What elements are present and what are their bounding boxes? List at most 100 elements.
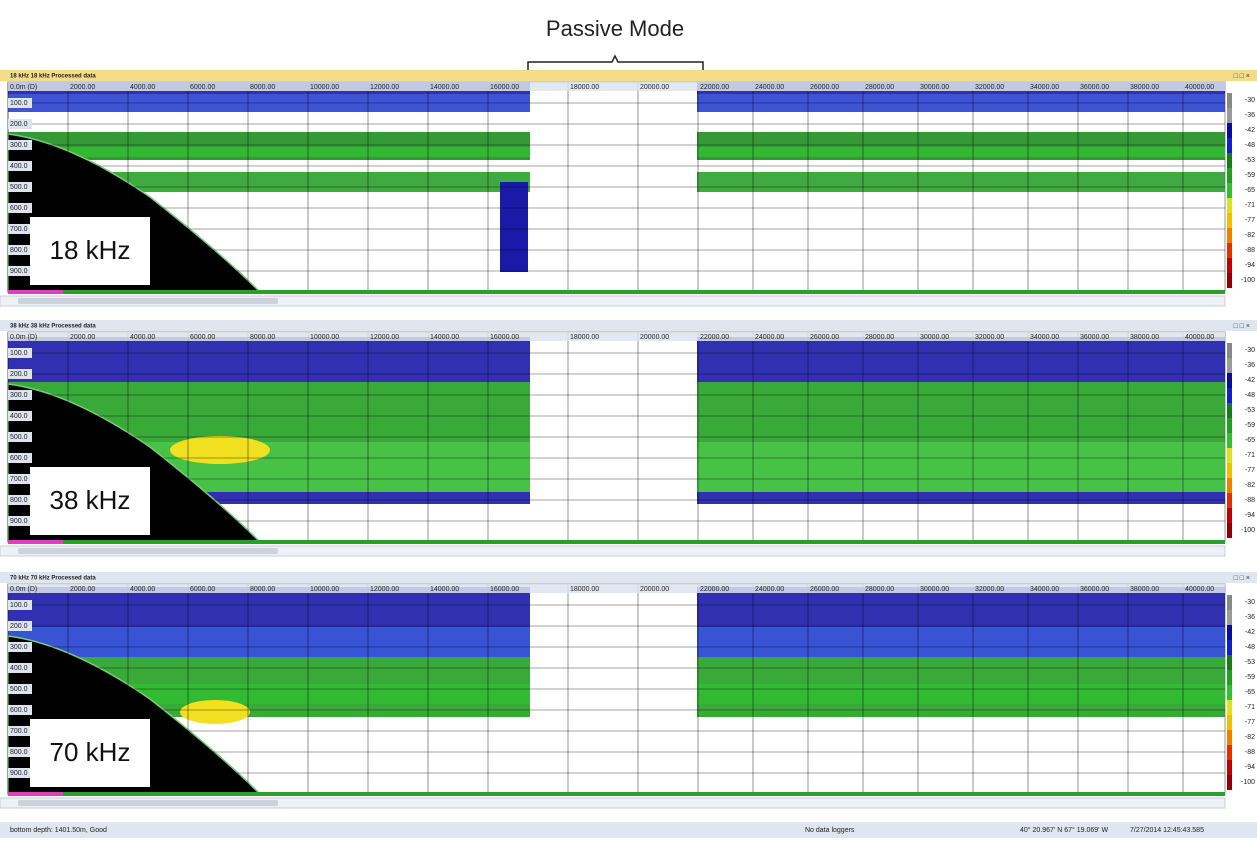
x-tick-label: 2000.00 [70,334,95,341]
x-tick-label: 20000.00 [640,586,669,593]
scale-label: -53 [1245,407,1255,414]
depth-label-bg [8,182,32,192]
scale-label: -59 [1245,172,1255,179]
scale-label: -88 [1245,497,1255,504]
scale-label: -36 [1245,112,1255,119]
scroll-thumb[interactable] [18,800,278,806]
window-buttons: □ □ × [1234,73,1250,80]
scale-label: -94 [1245,262,1255,269]
x-tick-label: 12000.00 [370,84,399,91]
x-tick-label: 30000.00 [920,84,949,91]
depth-label: 600.0 [10,455,28,462]
depth-label-bg [8,411,32,421]
x-tick-label: 4000.00 [130,334,155,341]
scale-swatch [1227,493,1232,508]
x-tick-label: 8000.00 [250,84,275,91]
scale-swatch [1227,745,1232,760]
echo-band [697,442,1225,492]
echo-band [697,492,1225,504]
x-tick-label: 6000.00 [190,334,215,341]
scroll-thumb[interactable] [18,298,278,304]
depth-label: 500.0 [10,434,28,441]
bottom-line-strip [8,540,1225,544]
scale-label: -30 [1245,347,1255,354]
depth-label: 700.0 [10,226,28,233]
bottom-pink [8,290,63,294]
x-tick-label: 28000.00 [865,84,894,91]
x-tick-label: 40000.00 [1185,84,1214,91]
depth-label: 200.0 [10,371,28,378]
depth-label-bg [8,768,32,778]
x-tick-label: 34000.00 [1030,334,1059,341]
scale-swatch [1227,198,1232,213]
x-tick-label: 36000.00 [1080,586,1109,593]
depth-label: 300.0 [10,142,28,149]
depth-label-bg [8,119,32,129]
scale-label: -88 [1245,247,1255,254]
x-tick-label: 30000.00 [920,334,949,341]
depth-label: 400.0 [10,665,28,672]
bottom-line-strip [8,792,1225,796]
x-tick-label: 22000.00 [700,334,729,341]
x-axis-strip [8,82,1225,91]
status-text: 7/27/2014 12:45:43.585 [1130,827,1204,834]
scale-swatch [1227,610,1232,625]
depth-label: 400.0 [10,163,28,170]
depth-label-bg [8,348,32,358]
scale-swatch [1227,775,1232,790]
scale-label: -65 [1245,689,1255,696]
scale-swatch [1227,358,1232,373]
x-tick-label: 20000.00 [640,334,669,341]
x-tick-label: 16000.00 [490,334,519,341]
x-tick-label: 26000.00 [810,586,839,593]
scale-label: -100 [1241,277,1255,284]
scale-swatch [1227,670,1232,685]
scrollbar [0,295,1226,307]
x-axis-strip [8,584,1225,593]
x-tick-label: 8000.00 [250,586,275,593]
depth-label: 400.0 [10,413,28,420]
passive-gap [530,91,697,292]
scale-label: -77 [1245,467,1255,474]
x-tick-label: 6000.00 [190,84,215,91]
scale-swatch [1227,448,1232,463]
scale-swatch [1227,508,1232,523]
x-tick-label: 14000.00 [430,84,459,91]
scale-swatch [1227,108,1232,123]
x-tick-label: 34000.00 [1030,586,1059,593]
scale-label: -77 [1245,719,1255,726]
depth-label-bg [8,747,32,757]
x-tick-label: 12000.00 [370,586,399,593]
scale-label: -42 [1245,629,1255,636]
scale-label: -65 [1245,437,1255,444]
echo-hotspot [180,700,250,724]
depth-label: 700.0 [10,728,28,735]
scale-swatch [1227,243,1232,258]
title-bar [0,572,1257,583]
scrollbar [0,797,1226,809]
x-axis-strip [8,332,1225,341]
x-tick-label: 22000.00 [700,586,729,593]
scale-swatch [1227,373,1232,388]
scale-label: -100 [1241,779,1255,786]
scale-swatch [1227,463,1232,478]
title-bar [0,70,1257,81]
depth-label-bg [8,140,32,150]
x-tick-label: 34000.00 [1030,84,1059,91]
depth-label: 800.0 [10,247,28,254]
depth-label: 900.0 [10,770,28,777]
x-tick-label: 0.0m (D) [10,84,37,91]
x-tick-label: 24000.00 [755,586,784,593]
panel-title: 18 kHz 18 kHz Processed data [10,74,96,80]
scale-label: -71 [1245,704,1255,711]
scale-swatch [1227,523,1232,538]
x-tick-label: 0.0m (D) [10,586,37,593]
x-tick-label: 36000.00 [1080,334,1109,341]
scale-label: -48 [1245,644,1255,651]
x-tick-label: 2000.00 [70,586,95,593]
scroll-thumb[interactable] [18,548,278,554]
scale-label: -82 [1245,734,1255,741]
depth-label-bg [8,245,32,255]
echo-band [697,147,1225,157]
x-tick-label: 10000.00 [310,334,339,341]
